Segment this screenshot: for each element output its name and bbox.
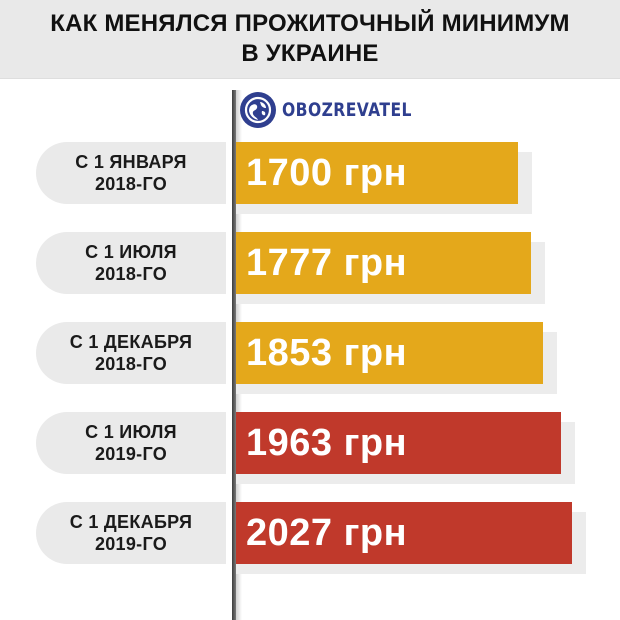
logo-name: OBOZREVATEL: [282, 99, 412, 121]
bar-value-label: 1853 грн: [246, 331, 408, 374]
category-date: С 1 ДЕКАБРЯ: [69, 332, 193, 352]
axis-line: [232, 90, 236, 620]
bar-value-label: 1777 грн: [246, 241, 408, 284]
category-date: С 1 ДЕКАБРЯ: [69, 512, 193, 532]
bar: 1963 грн: [236, 412, 562, 474]
category-label: С 1 ИЮЛЯ 2019-ГО: [36, 412, 226, 474]
chart-title: КАК МЕНЯЛСЯ ПРОЖИТОЧНЫЙ МИНИМУМ В УКРАИН…: [0, 0, 620, 79]
category-label: С 1 ДЕКАБРЯ 2019-ГО: [36, 502, 226, 564]
bar-value-label: 2027 грн: [246, 511, 408, 554]
bar: 2027 грн: [236, 502, 572, 564]
category-year: 2018-ГО: [94, 264, 168, 284]
category-date: С 1 ЯНВАРЯ: [75, 152, 187, 172]
globe-icon: [240, 92, 276, 128]
category-label: С 1 ЯНВАРЯ 2018-ГО: [36, 142, 226, 204]
bar: 1777 грн: [236, 232, 531, 294]
bar: 1700 грн: [236, 142, 519, 204]
category-date: С 1 ИЮЛЯ: [85, 242, 177, 262]
bar-value-label: 1700 грн: [246, 151, 408, 194]
category-label: С 1 ДЕКАБРЯ 2018-ГО: [36, 322, 226, 384]
category-year: 2019-ГО: [94, 534, 168, 554]
bar: 1853 грн: [236, 322, 544, 384]
obozrevatel-logo: OBOZREVATEL: [240, 90, 440, 130]
category-year: 2019-ГО: [94, 444, 168, 464]
category-label: С 1 ИЮЛЯ 2018-ГО: [36, 232, 226, 294]
category-year: 2018-ГО: [94, 174, 168, 194]
category-date: С 1 ИЮЛЯ: [85, 422, 177, 442]
title-line-2: В УКРАИНЕ: [241, 40, 379, 67]
title-line-1: КАК МЕНЯЛСЯ ПРОЖИТОЧНЫЙ МИНИМУМ: [50, 10, 570, 37]
category-year: 2018-ГО: [94, 354, 168, 374]
bar-value-label: 1963 грн: [246, 421, 408, 464]
